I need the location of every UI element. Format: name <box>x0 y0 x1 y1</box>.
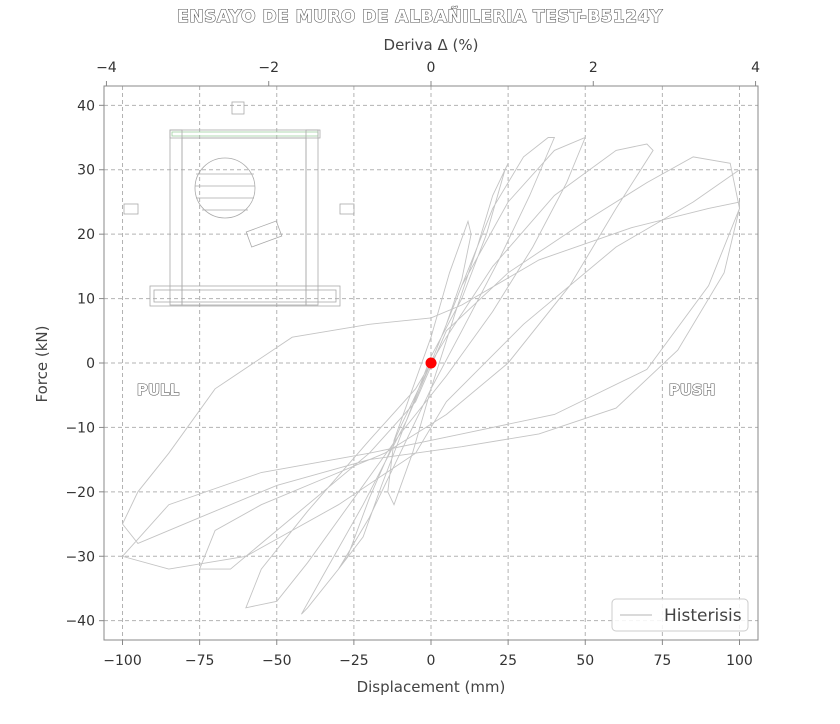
top-axis-label: Deriva Δ (%) <box>384 36 479 54</box>
y-tick-label: −10 <box>65 420 95 436</box>
y-tick-label: 10 <box>77 292 95 308</box>
chart-title: ENSAYO DE MURO DE ALBAÑILERIA TEST-B5124… <box>177 4 663 27</box>
x-tick-label: 25 <box>499 653 517 669</box>
y-tick-label: 0 <box>86 356 95 372</box>
legend-box <box>611 598 749 632</box>
y-tick-label: −30 <box>65 549 95 565</box>
y-tick-label: 40 <box>77 98 95 114</box>
hysteresis-series <box>121 136 740 615</box>
top-tick-label: −4 <box>96 60 117 76</box>
x-tick-label: −25 <box>339 653 369 669</box>
pull-annotation: PULL <box>137 381 180 399</box>
top-tick-label: −2 <box>258 60 279 76</box>
x-tick-label: 0 <box>427 653 436 669</box>
legend: Histerisis <box>611 598 749 632</box>
y-tick-label: 30 <box>77 163 95 179</box>
x-axis-label: Displacement (mm) <box>357 678 506 696</box>
series-line-histerisis <box>121 136 740 615</box>
origin-marker <box>425 357 437 369</box>
top-tick-label: 2 <box>589 60 598 76</box>
x-tick-label: 50 <box>576 653 594 669</box>
x-tick-label: −75 <box>185 653 215 669</box>
x-tick-label: 75 <box>653 653 671 669</box>
legend-label: Histerisis <box>664 606 742 626</box>
x-tick-label: −100 <box>103 653 141 669</box>
y-tick-label: 20 <box>77 227 95 243</box>
axis-ticks: −100 −75 −50 −25 0 25 50 75 100−40−30−20−1001020… <box>65 60 760 669</box>
top-tick-label: 0 <box>427 60 436 76</box>
top-tick-label: 4 <box>751 60 760 76</box>
grid-lines <box>104 86 758 640</box>
x-tick-label: 100 <box>726 653 753 669</box>
push-annotation: PUSH <box>669 381 716 399</box>
x-tick-label: −50 <box>262 653 292 669</box>
y-tick-label: −40 <box>65 614 95 630</box>
plot-frame <box>103 85 759 641</box>
wall-specimen-drawing <box>123 101 355 307</box>
y-tick-label: −20 <box>65 485 95 501</box>
y-axis-label: Force (kN) <box>33 326 51 403</box>
